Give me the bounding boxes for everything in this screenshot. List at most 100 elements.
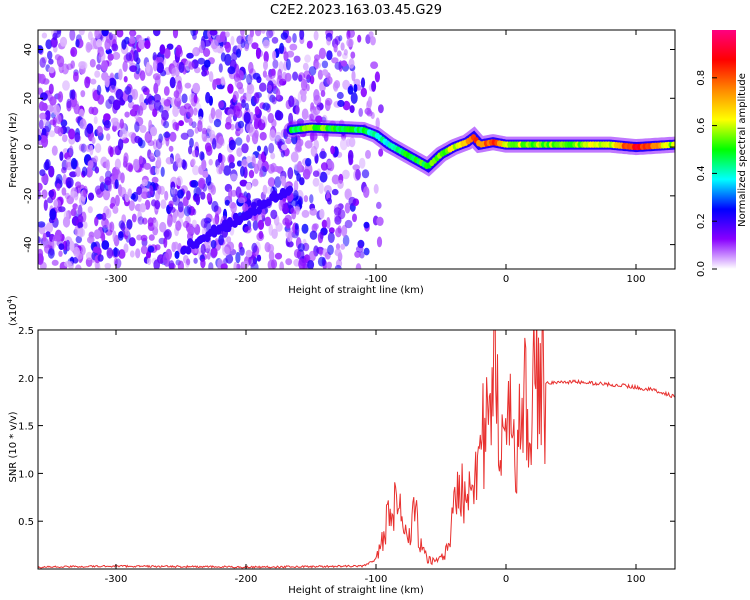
noise-blob — [96, 125, 103, 137]
noise-blob — [244, 43, 250, 52]
x-tick-label: -100 — [365, 274, 388, 285]
noise-blob — [48, 58, 54, 65]
noise-blob — [134, 135, 141, 144]
noise-blob — [75, 235, 83, 244]
noise-blob — [262, 39, 270, 49]
noise-blob — [139, 203, 147, 213]
noise-blob — [169, 206, 176, 213]
noise-blob — [309, 75, 315, 85]
noise-blob — [374, 71, 380, 83]
noise-blob — [268, 223, 274, 236]
noise-blob — [285, 229, 293, 239]
noise-blob — [243, 226, 252, 234]
noise-blob — [58, 206, 66, 213]
noise-blob — [214, 109, 223, 118]
noise-blob — [359, 157, 366, 169]
x-tick-label: -100 — [365, 574, 388, 585]
noise-blob — [191, 121, 197, 129]
x-tick-label: -300 — [105, 574, 128, 585]
noise-blob — [42, 232, 47, 242]
noise-blob — [170, 186, 176, 195]
noise-blob — [101, 240, 110, 250]
noise-blob — [352, 213, 357, 223]
noise-blob — [288, 95, 295, 108]
noise-blob — [144, 40, 151, 49]
noise-blob — [208, 158, 213, 166]
noise-blob — [177, 201, 184, 213]
noise-blob — [346, 138, 351, 148]
noise-blob — [351, 70, 356, 82]
noise-blob — [79, 118, 87, 130]
noise-blob — [53, 104, 61, 116]
noise-blob — [174, 250, 180, 259]
x-tick-label: 100 — [626, 574, 645, 585]
noise-blob — [272, 50, 277, 61]
noise-blob — [129, 250, 135, 258]
noise-blob — [90, 78, 97, 85]
noise-blob — [370, 61, 379, 69]
noise-blob — [155, 148, 162, 158]
noise-blob — [70, 96, 77, 108]
noise-blob — [334, 61, 343, 70]
noise-blob — [206, 192, 212, 202]
noise-blob — [109, 221, 115, 233]
noise-blob — [38, 221, 46, 228]
noise-blob — [43, 199, 48, 211]
spectrogram-signal-ridge — [283, 119, 675, 177]
noise-blob — [140, 234, 148, 242]
noise-blob — [228, 139, 236, 151]
noise-blob — [197, 120, 203, 132]
noise-blob — [151, 199, 157, 207]
x-tick-label: 100 — [626, 274, 645, 285]
noise-blob — [248, 61, 254, 74]
noise-blob — [141, 179, 148, 187]
noise-blob — [44, 159, 51, 170]
noise-blob — [204, 59, 211, 68]
noise-blob — [146, 257, 152, 266]
noise-blob — [51, 145, 58, 156]
noise-blob — [251, 42, 259, 50]
noise-blob — [103, 113, 111, 122]
noise-blob — [300, 78, 308, 91]
noise-blob — [147, 140, 155, 147]
noise-blob — [90, 37, 97, 50]
noise-blob — [94, 216, 99, 227]
noise-blob — [266, 30, 274, 39]
noise-blob — [295, 104, 300, 115]
noise-blob — [282, 217, 290, 226]
snr-y-multiplier: (x104) — [6, 295, 19, 326]
noise-blob — [243, 112, 251, 124]
noise-blob — [47, 196, 54, 204]
noise-blob — [152, 59, 158, 72]
noise-blob — [293, 55, 301, 63]
noise-blob — [317, 69, 323, 80]
noise-blob — [321, 257, 326, 267]
noise-blob — [76, 253, 83, 260]
noise-blob — [45, 231, 51, 238]
noise-blob — [253, 92, 260, 104]
colorbar: 0.0 0.2 0.4 0.6 0.8 Normalized spectral ampl… — [696, 30, 748, 277]
noise-blob — [84, 76, 91, 89]
noise-blob — [110, 78, 116, 90]
noise-blob — [353, 83, 358, 93]
noise-blob — [299, 88, 307, 96]
noise-blob — [201, 70, 208, 77]
noise-blob — [278, 199, 284, 211]
noise-blob — [367, 96, 373, 108]
noise-blob — [314, 62, 321, 69]
noise-blob — [286, 50, 295, 58]
colorbar-tick-label: 0.2 — [696, 213, 707, 229]
noise-blob — [365, 149, 371, 159]
noise-blob — [267, 84, 272, 92]
noise-blob — [360, 87, 367, 98]
snr-frame — [37, 329, 676, 570]
noise-blob — [309, 230, 318, 240]
noise-blob — [235, 102, 243, 112]
noise-blob — [178, 120, 185, 127]
colorbar-ticks: 0.0 0.2 0.4 0.6 0.8 — [696, 70, 717, 277]
noise-blob — [305, 157, 312, 167]
noise-blob — [231, 51, 238, 61]
noise-blob — [59, 36, 68, 47]
noise-blob — [59, 151, 64, 161]
